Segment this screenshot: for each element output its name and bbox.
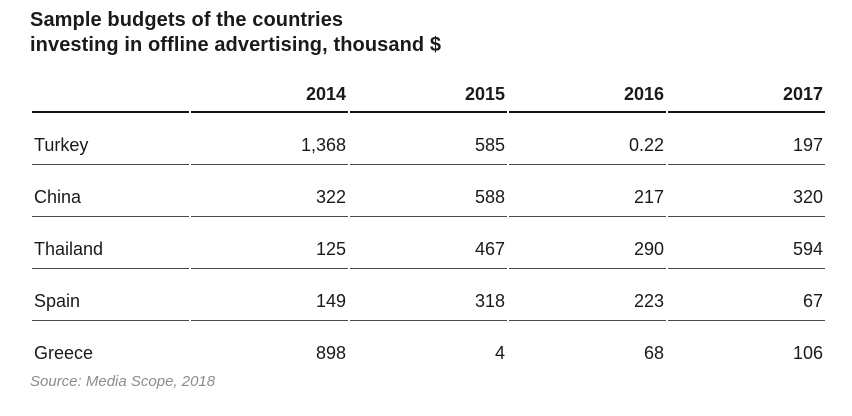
table-cell: 318	[350, 269, 507, 321]
table-cell: 125	[191, 217, 348, 269]
budget-table: 2014 2015 2016 2017 Turkey 1,368 585 0.2…	[30, 61, 827, 372]
table-cell: 4	[494, 343, 505, 363]
table-cell: 106	[792, 343, 823, 363]
table-cell: 594	[668, 217, 825, 269]
table-cell: 290	[509, 217, 666, 269]
table-header-row: 2014 2015 2016 2017	[32, 61, 825, 113]
table-cell: 0.22	[509, 113, 666, 165]
table-cell: 68	[643, 343, 664, 363]
row-label: China	[32, 165, 189, 217]
table-cell: 223	[509, 269, 666, 321]
table-cell: 898	[315, 343, 346, 363]
header-cell-blank	[32, 61, 189, 113]
page-title-line-2: investing in offline advertising, thousa…	[30, 34, 442, 56]
table-cell: 320	[668, 165, 825, 217]
table-cell: 149	[191, 269, 348, 321]
table-cell: 197	[668, 113, 825, 165]
table-row-china: China 322 588 217 320	[32, 165, 825, 217]
table-cell: 467	[350, 217, 507, 269]
row-label: Spain	[32, 269, 189, 321]
table-cell: 1,368	[191, 113, 348, 165]
table-cell: 588	[350, 165, 507, 217]
header-cell-2015: 2015	[350, 61, 507, 113]
table-row-spain: Spain 149 318 223 67	[32, 269, 825, 321]
table-cell: 585	[350, 113, 507, 165]
table-cell: 322	[191, 165, 348, 217]
header-cell-2014: 2014	[191, 61, 348, 113]
page-title: Sample budgets of the countries investin…	[30, 8, 827, 58]
row-label: Thailand	[32, 217, 189, 269]
row-label: Greece	[34, 343, 94, 363]
table-cell: 217	[509, 165, 666, 217]
table-cell: 67	[668, 269, 825, 321]
page-title-line-1: Sample budgets of the countries	[30, 9, 344, 31]
row-label: Turkey	[32, 113, 189, 165]
table-row-greece: Greece 898 4 68 106	[32, 321, 825, 372]
table-row-thailand: Thailand 125 467 290 594	[32, 217, 825, 269]
source-note: Source: Media Scope, 2018	[30, 373, 216, 390]
table-row-turkey: Turkey 1,368 585 0.22 197	[32, 113, 825, 165]
header-cell-2017: 2017	[668, 61, 825, 113]
header-cell-2016: 2016	[509, 61, 666, 113]
